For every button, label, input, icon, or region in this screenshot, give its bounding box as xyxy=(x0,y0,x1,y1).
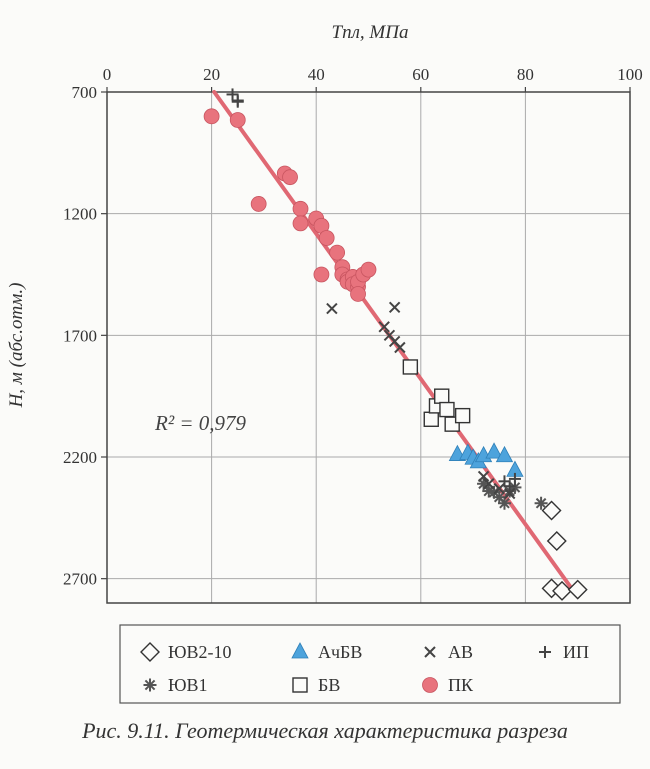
data-point xyxy=(534,496,548,510)
legend-item: АчБВ xyxy=(291,642,362,662)
data-point xyxy=(313,266,330,283)
data-point xyxy=(229,112,246,128)
data-point xyxy=(329,244,346,261)
data-point xyxy=(508,472,521,485)
legend-marker-icon xyxy=(291,642,309,659)
data-point xyxy=(546,530,567,551)
data-point xyxy=(203,108,220,125)
data-point xyxy=(497,496,511,510)
legend-item: ЮВ1 xyxy=(143,675,208,695)
x-tick-label: 20 xyxy=(203,65,220,84)
data-point xyxy=(378,321,390,333)
data-point xyxy=(483,478,495,490)
series-x xyxy=(326,301,516,500)
y-axis-ticks: 700 1200 1700 2200 2700 xyxy=(63,83,107,589)
x-tick-label: 80 xyxy=(517,65,534,84)
legend-marker-icon xyxy=(539,646,551,658)
data-point xyxy=(495,445,514,463)
data-point xyxy=(282,169,298,186)
data-points xyxy=(203,88,588,601)
legend-item: ЮВ2-10 xyxy=(140,642,232,662)
legend-item: ПК xyxy=(422,675,474,695)
data-point xyxy=(493,482,505,495)
y-tick-label: 700 xyxy=(72,83,98,102)
legend-label: ПК xyxy=(448,675,474,695)
data-point xyxy=(423,411,439,427)
legend-marker-icon xyxy=(422,677,438,693)
legend-label: БВ xyxy=(318,675,340,695)
legend-item: БВ xyxy=(292,675,340,695)
x-tick-label: 0 xyxy=(103,65,112,84)
data-point xyxy=(326,302,338,315)
data-point xyxy=(402,359,419,375)
data-point xyxy=(477,470,490,483)
legend: ЮВ2-10 АчБВ АВ ИП ЮВ1 БВ ПК xyxy=(119,624,621,704)
legend-marker-icon xyxy=(424,646,436,658)
data-point xyxy=(485,442,503,459)
data-point xyxy=(231,95,244,108)
data-point xyxy=(567,579,588,600)
data-point xyxy=(226,88,239,101)
data-point xyxy=(292,215,309,232)
series-triangle xyxy=(448,442,524,477)
y-tick-label: 2200 xyxy=(63,448,97,467)
y-tick-label: 1200 xyxy=(63,205,97,224)
legend-item: АВ xyxy=(424,642,473,662)
legend-label: ЮВ2-10 xyxy=(168,642,232,662)
series-diamond-open xyxy=(541,500,588,601)
data-point xyxy=(350,286,366,302)
x-tick-label: 100 xyxy=(617,65,643,84)
data-point xyxy=(394,341,406,354)
figure-caption: Рис. 9.11. Геотермическая характеристика… xyxy=(82,718,568,743)
series-plus xyxy=(226,88,521,493)
x-axis-title: Tпл, МПа xyxy=(332,22,409,43)
data-point xyxy=(360,261,377,278)
data-point xyxy=(439,401,455,418)
data-point xyxy=(292,200,309,217)
data-point xyxy=(552,580,572,601)
legend-marker-icon xyxy=(143,678,157,692)
y-tick-label: 1700 xyxy=(63,326,97,345)
data-point xyxy=(318,230,335,246)
data-point xyxy=(503,480,516,493)
legend-label: ЮВ1 xyxy=(168,675,208,695)
x-tick-label: 60 xyxy=(412,65,429,84)
legend-item: ИП xyxy=(539,642,589,662)
legend-label: АчБВ xyxy=(318,642,362,662)
y-tick-label: 2700 xyxy=(63,570,97,589)
y-axis-title: H, м (абс.отм.) xyxy=(6,283,27,409)
data-point xyxy=(388,301,401,314)
r-squared-annotation: R² = 0,979 xyxy=(154,411,247,435)
grid xyxy=(106,91,631,603)
legend-label: АВ xyxy=(448,642,473,662)
plot-frame xyxy=(106,91,631,604)
x-tick-label: 40 xyxy=(308,65,325,84)
series-square-open xyxy=(402,359,471,432)
legend-box xyxy=(119,624,621,704)
data-point xyxy=(434,388,450,404)
series-circle xyxy=(203,108,377,302)
data-point xyxy=(504,487,516,500)
data-point xyxy=(454,407,471,424)
x-axis-ticks: 0 20 40 60 80 100 xyxy=(103,65,643,92)
legend-marker-icon xyxy=(140,642,160,662)
data-point xyxy=(250,196,267,212)
legend-label: ИП xyxy=(563,642,589,662)
legend-marker-icon xyxy=(292,677,308,693)
